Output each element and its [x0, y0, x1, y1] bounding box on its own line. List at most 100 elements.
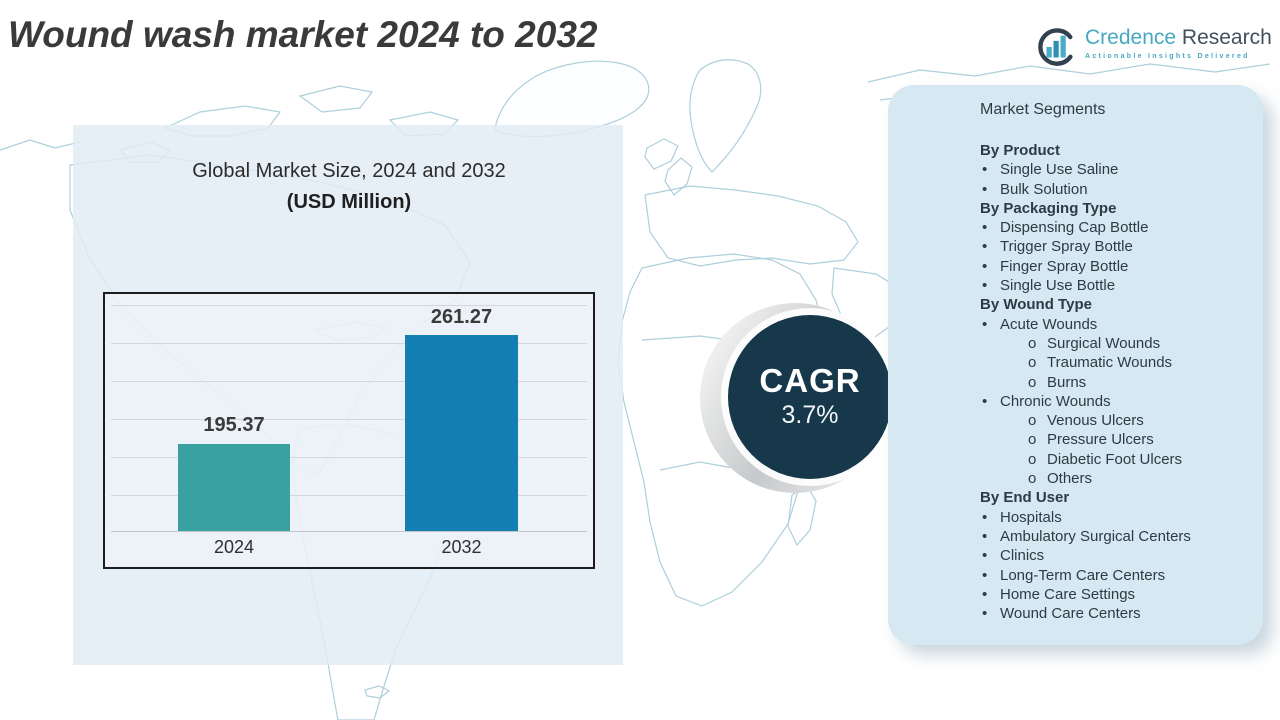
cagr-value: 3.7%: [781, 401, 839, 429]
segment-item: • Clinics: [980, 546, 1249, 565]
segment-item: • Chronic Wounds: [980, 392, 1249, 411]
segment-item: • Finger Spray Bottle: [980, 257, 1249, 276]
bar-category-2024: 2024: [213, 537, 255, 557]
gridline: [111, 457, 587, 458]
cagr-label: CAGR: [759, 362, 861, 399]
sub-bullet-icon: o: [1028, 450, 1037, 468]
bullet-icon: •: [982, 219, 988, 237]
segment-subitem-label: Others: [1047, 470, 1093, 488]
segment-item: • Dispensing Cap Bottle: [980, 218, 1249, 237]
segment-item-label: Home Care Settings: [1000, 585, 1136, 603]
gridline: [111, 381, 587, 382]
segment-subitem: o Diabetic Foot Ulcers: [1028, 450, 1249, 469]
bar-category-2032: 2032: [441, 537, 482, 557]
bar-chart: 195.37 261.27 2024 2032: [103, 292, 595, 569]
segment-item-label: Trigger Spray Bottle: [1000, 238, 1133, 256]
sub-bullet-icon: o: [1028, 373, 1037, 391]
segment-item-label: Ambulatory Surgical Centers: [1000, 527, 1191, 545]
chart-title-line1: Global Market Size, 2024 and 2032: [192, 160, 506, 182]
credence-research-logo: Credence Research Actionable Insights De…: [1036, 26, 1272, 68]
segment-subitem-label: Burns: [1047, 373, 1087, 391]
segment-item: • Single Use Bottle: [980, 276, 1249, 295]
segment-subitem-label: Pressure Ulcers: [1047, 431, 1154, 449]
gridline: [111, 495, 587, 496]
segment-item: • Hospitals: [980, 508, 1249, 527]
segment-subitem: o Surgical Wounds: [1028, 334, 1249, 353]
bullet-icon: •: [982, 257, 988, 275]
segment-item-label: Acute Wounds: [1000, 315, 1098, 333]
segment-item-label: Long-Term Care Centers: [1000, 566, 1166, 584]
segment-group-heading: By Wound Type: [980, 296, 1092, 314]
segment-subitem-label: Traumatic Wounds: [1047, 354, 1173, 372]
segment-item-label: Clinics: [1000, 547, 1045, 565]
gridline: [111, 343, 587, 344]
segment-item: • Single Use Saline: [980, 160, 1249, 179]
segment-item-label: Single Use Bottle: [1000, 277, 1116, 295]
bullet-icon: •: [982, 238, 988, 256]
sub-bullet-icon: o: [1028, 354, 1037, 372]
segment-item: • Trigger Spray Bottle: [980, 237, 1249, 256]
segment-item-label: Finger Spray Bottle: [1000, 257, 1129, 275]
bullet-icon: •: [982, 392, 988, 410]
bar-2024: [178, 444, 290, 531]
segment-item: • Long-Term Care Centers: [980, 566, 1249, 585]
segment-item-label: Wound Care Centers: [1000, 605, 1141, 623]
bullet-icon: •: [982, 527, 988, 545]
segment-subitem: o Pressure Ulcers: [1028, 430, 1249, 449]
gridline: [111, 305, 587, 306]
segment-subitem-label: Diabetic Foot Ulcers: [1047, 450, 1183, 468]
logo-brand-secondary: Research: [1181, 26, 1272, 49]
sub-bullet-icon: o: [1028, 334, 1037, 352]
segment-subitem: o Burns: [1028, 373, 1249, 392]
segment-item-label: Bulk Solution: [1000, 180, 1088, 198]
bullet-icon: •: [982, 315, 988, 333]
bullet-icon: •: [982, 180, 988, 198]
bullet-icon: •: [982, 605, 988, 623]
logo-tagline: Actionable Insights Delivered: [1085, 53, 1250, 60]
bar-2032: [405, 335, 518, 531]
x-axis-line: [111, 531, 587, 532]
gridline: [111, 419, 587, 420]
bullet-icon: •: [982, 508, 988, 526]
page-title: Wound wash market 2024 to 2032: [8, 14, 598, 55]
sub-bullet-icon: o: [1028, 431, 1037, 449]
bullet-icon: •: [982, 566, 988, 584]
market-segments-panel: Market Segments By Product • Single Use Sa…: [888, 85, 1263, 645]
segment-group-heading: By Product: [980, 142, 1061, 159]
chart-title-line2: (USD Million): [286, 191, 412, 213]
segment-item-label: Single Use Saline: [1000, 161, 1119, 179]
segment-item: • Ambulatory Surgical Centers: [980, 527, 1249, 546]
segment-group-heading: By Packaging Type: [980, 199, 1117, 217]
segment-item: • Bulk Solution: [980, 180, 1249, 199]
bar-value-2024: 195.37: [203, 414, 265, 436]
bullet-icon: •: [982, 277, 988, 295]
segment-item: • Acute Wounds: [980, 315, 1249, 334]
segment-item-label: Hospitals: [1000, 508, 1062, 526]
sub-bullet-icon: o: [1028, 412, 1037, 430]
segment-item: • Wound Care Centers: [980, 604, 1249, 623]
segment-item-label: Dispensing Cap Bottle: [1000, 219, 1149, 237]
bar-value-2032: 261.27: [430, 306, 493, 328]
segment-subitem-label: Surgical Wounds: [1047, 334, 1161, 352]
segment-subitem: o Venous Ulcers: [1028, 411, 1249, 430]
segments-list: By Product • Single Use Saline • Bulk Soluti…: [980, 141, 1249, 623]
segment-subitem: o Traumatic Wounds: [1028, 353, 1249, 372]
segment-item: • Home Care Settings: [980, 585, 1249, 604]
cagr-badge: CAGR 3.7%: [728, 315, 892, 479]
bullet-icon: •: [982, 161, 988, 179]
bar-chart-circle-logo-icon: [1038, 28, 1076, 66]
logo-brand-primary: Credence: [1085, 26, 1177, 49]
sub-bullet-icon: o: [1028, 470, 1037, 488]
segment-item-label: Chronic Wounds: [1000, 392, 1111, 410]
segment-subitem-label: Venous Ulcers: [1047, 412, 1144, 430]
market-segments-title: Market Segments: [980, 101, 1106, 118]
segment-subitem: o Others: [1028, 469, 1249, 488]
logo-brand-name: Credence Research: [1085, 26, 1272, 50]
segment-group-heading: By End User: [980, 489, 1070, 507]
chart-title: Global Market Size, 2024 and 2032 (USD M…: [103, 160, 595, 214]
chart-backdrop-panel: [73, 125, 623, 665]
bullet-icon: •: [982, 585, 988, 603]
bullet-icon: •: [982, 547, 988, 565]
